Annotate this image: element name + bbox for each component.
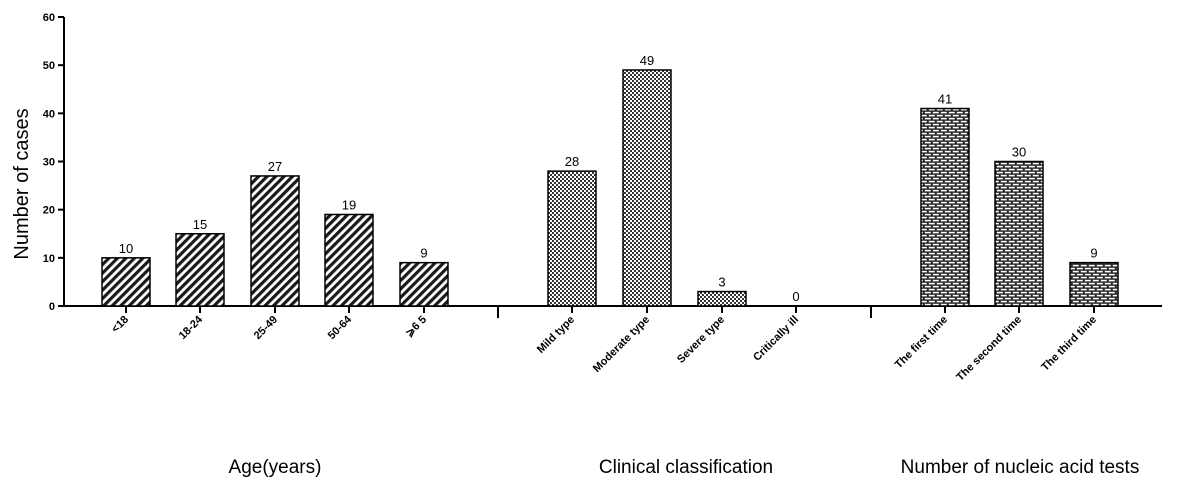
y-tick-label: 50 [43, 60, 55, 72]
bar-value-label: 41 [938, 92, 952, 107]
category-label: ⩾6 5 [403, 314, 429, 340]
bar-value-label: 27 [268, 159, 282, 174]
y-tick-label: 30 [43, 157, 55, 169]
y-tick-label: 20 [43, 205, 55, 217]
bar [250, 175, 300, 307]
group-label: Number of nucleic acid tests [901, 457, 1140, 478]
bar-value-label: 10 [119, 241, 133, 256]
y-axis-label: Number of cases [11, 108, 33, 259]
bar [547, 170, 597, 307]
y-tick-label: 60 [43, 12, 55, 24]
category-label: <18 [109, 314, 131, 336]
bar [697, 290, 747, 307]
bar-value-label: 9 [1090, 246, 1097, 261]
category-label: The second time [954, 314, 1024, 384]
bar [101, 257, 151, 307]
category-label: The first time [893, 314, 950, 371]
group-label: Age(years) [229, 457, 322, 478]
category-labels: <18 18-24 25-49 50-64 ⩾6 5 Mild type Moderate … [109, 313, 1099, 383]
bar [920, 107, 970, 307]
category-label: 25-49 [252, 314, 280, 342]
bar [994, 160, 1044, 307]
bar [1069, 261, 1119, 307]
y-axis: 0 10 20 30 40 50 60 [43, 12, 65, 313]
bar-value-label: 3 [718, 275, 725, 290]
group-labels: Age(years) Clinical classification Number … [229, 457, 1140, 478]
bars [101, 69, 1119, 307]
category-label: The third time [1039, 314, 1099, 374]
x-axis [64, 305, 1162, 318]
category-label: Critically ill [751, 314, 801, 364]
category-label: 50-64 [326, 313, 355, 342]
bar [324, 213, 374, 307]
category-label: Severe type [675, 314, 727, 366]
bar-value-label: 28 [565, 154, 579, 169]
bar-value-label: 30 [1012, 145, 1026, 160]
y-tick-label: 40 [43, 108, 55, 120]
category-label: 18-24 [177, 313, 206, 342]
category-label: Mild type [535, 314, 577, 356]
bar-value-label: 49 [640, 53, 654, 68]
y-tick-label: 0 [49, 301, 55, 313]
bar-value-label: 9 [420, 246, 427, 261]
bar [622, 69, 672, 307]
bar [175, 233, 225, 307]
category-label: Moderate type [591, 314, 652, 375]
bar-value-label: 0 [792, 289, 799, 304]
group-label: Clinical classification [599, 457, 773, 478]
bar-value-label: 19 [342, 197, 356, 212]
bar-value-label: 15 [193, 217, 207, 232]
y-tick-label: 10 [43, 253, 55, 265]
bar [399, 261, 449, 307]
